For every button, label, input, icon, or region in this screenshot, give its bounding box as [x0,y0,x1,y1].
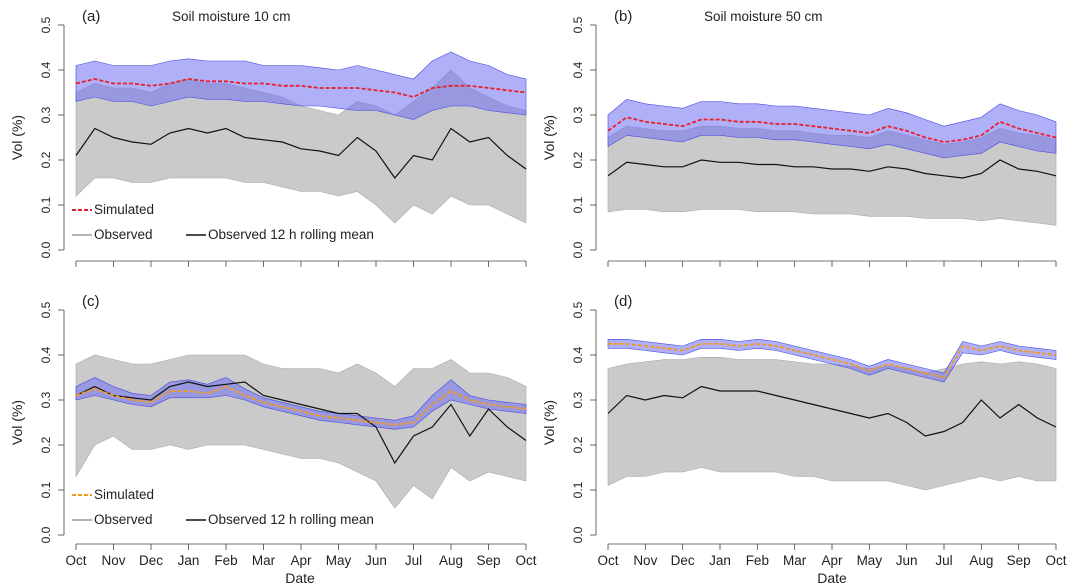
x-tick-label: Aug [969,553,993,568]
y-tick-label: 0.4 [571,61,585,78]
x-tick-label: Feb [214,553,237,568]
observed-mean-line [607,385,1057,437]
y-tick-label: 0.3 [571,106,585,123]
simulated-line [607,116,1057,143]
panel-letter: (d) [614,293,632,310]
x-tick-label: Dec [139,553,163,568]
y-axis-label: Vol (%) [541,400,557,445]
panels-container: 0.0 0.1 0.2 0.3 0.4 0.5 Vol (%) (a) Soil moistur… [9,8,1067,568]
x-tick-label: Sep [476,553,500,568]
observed-band [75,354,527,509]
y-tick-label: 0.3 [39,106,53,123]
y-axis-label: Vol (%) [9,400,25,445]
y-tick-label: 0.1 [39,481,53,498]
y-tick-label: 0.4 [39,346,53,363]
x-tick-label: Jan [178,553,200,568]
y-tick-label: 0.4 [39,61,53,78]
y-tick-label: 0.1 [39,196,53,213]
y-tick-label: 0.2 [571,151,585,168]
x-tick-label: Nov [101,553,125,568]
x-tick-label: Jul [405,553,422,568]
x-tick-label: Jan [709,553,731,568]
y-tick-label: 0.2 [571,436,585,453]
simulated-band [607,338,1057,383]
panel-letter: (b) [614,8,632,25]
y-tick-label: 0.5 [571,16,585,33]
panel-title: Soil moisture 10 cm [172,9,291,24]
x-tick-label: Feb [746,553,769,568]
simulated-line [608,342,1057,379]
observed-band [607,357,1057,491]
chart-panel-2: 0.0 0.1 0.2 0.3 0.4 0.5 Vol (%) Oct Nov Dec Jan Feb… [9,293,537,568]
x-tick-label: Oct [515,553,536,568]
y-tick-label: 0.5 [39,301,53,318]
y-tick-label: 0.3 [39,391,53,408]
y-tick-label: 0.2 [39,436,53,453]
y-tick-label: 0.5 [571,301,585,318]
y-axis-label: Vol (%) [9,115,25,160]
x-axis-label-right: Date [817,570,847,585]
x-tick-label: Dec [671,553,695,568]
y-tick-label: 0.3 [571,391,585,408]
x-tick-label: Jun [896,553,918,568]
y-tick-label: 0.5 [39,16,53,33]
x-tick-label: Jul [935,553,952,568]
simulated-band [75,51,527,120]
chart-panel-3: 0.0 0.1 0.2 0.3 0.4 0.5 Vol (%) Oct Nov Dec Jan Feb… [541,293,1067,568]
simulated-line [75,385,527,426]
y-axis-label: Vol (%) [541,115,557,160]
x-tick-label: May [326,553,352,568]
y-tick-label: 0.2 [39,151,53,168]
x-axis-label-left: Date [285,570,315,585]
legend-label: Observed 12 h rolling mean [208,227,374,242]
y-tick-label: 0.0 [571,241,585,258]
observed-mean-line [75,381,527,465]
panel-letter: (c) [82,293,100,310]
x-tick-label: Oct [1045,553,1066,568]
y-tick-label: 0.1 [571,481,585,498]
simulated-band [75,377,527,430]
y-tick-label: 0.1 [571,196,585,213]
legend-label: Observed [94,227,153,242]
observed-mean-line [75,127,527,179]
legend-label: Observed 12 h rolling mean [208,512,374,527]
x-tick-label: Apr [821,553,843,568]
panel-title: Soil moisture 50 cm [704,9,823,24]
x-tick-label: Mar [783,553,807,568]
observed-mean-line [607,159,1057,179]
y-tick-label: 0.0 [39,526,53,543]
legend-label: Simulated [94,202,154,217]
x-tick-label: Oct [65,553,86,568]
x-tick-label: May [857,553,883,568]
panel-letter: (a) [82,8,100,25]
x-tick-label: Nov [633,553,657,568]
y-tick-label: 0.0 [571,526,585,543]
x-tick-label: Apr [290,553,312,568]
x-tick-label: Sep [1007,553,1031,568]
simulated-line [75,78,527,98]
x-tick-label: Aug [439,553,463,568]
y-tick-label: 0.0 [39,241,53,258]
x-tick-label: Mar [252,553,276,568]
chart-panel-1: 0.0 0.1 0.2 0.3 0.4 0.5 Vol (%) (b) Soil moistur… [541,8,1057,267]
legend-label: Simulated [94,487,154,502]
y-tick-label: 0.4 [571,346,585,363]
legend-label: Observed [94,512,153,527]
x-tick-label: Oct [597,553,618,568]
chart-panel-0: 0.0 0.1 0.2 0.3 0.4 0.5 Vol (%) (a) Soil moistur… [9,8,527,267]
x-tick-label: Jun [365,553,387,568]
